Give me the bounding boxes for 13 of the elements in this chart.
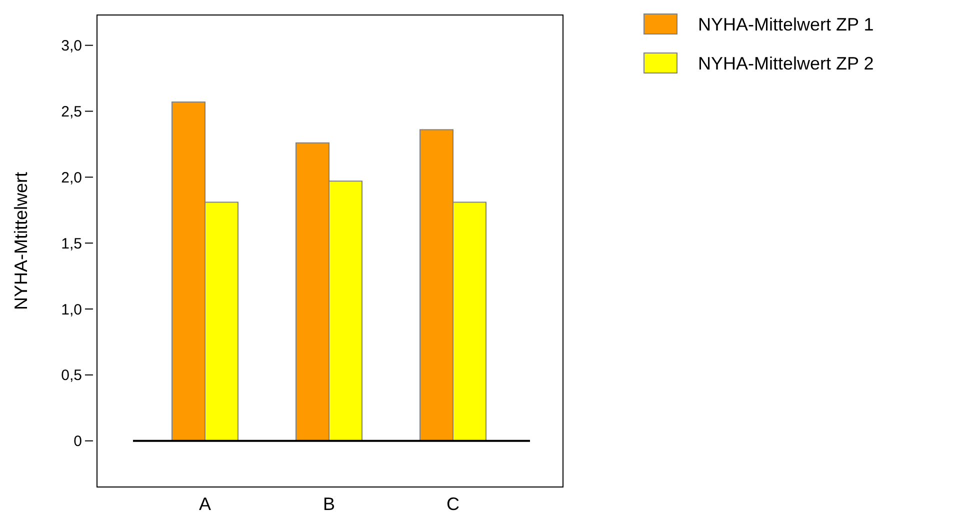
y-tick-label: 0 <box>74 433 82 450</box>
x-tick-label: B <box>322 494 336 514</box>
y-axis-title: NYHA-Mtittelwert <box>11 172 31 310</box>
y-tick-label: 2,5 <box>61 103 82 120</box>
x-tick-label: C <box>446 494 460 514</box>
y-tick-label: 1,0 <box>61 301 82 318</box>
x-tick-label: A <box>198 494 212 514</box>
y-tick-label: 3,0 <box>61 38 82 55</box>
y-tick-label: 1,5 <box>61 235 82 252</box>
legend-label: NYHA-Mittelwert ZP 1 <box>698 14 874 34</box>
legend-label: NYHA-Mittelwert ZP 2 <box>698 53 874 74</box>
y-tick-label: 0,5 <box>61 367 82 384</box>
y-tick-label: 2,0 <box>61 169 82 186</box>
